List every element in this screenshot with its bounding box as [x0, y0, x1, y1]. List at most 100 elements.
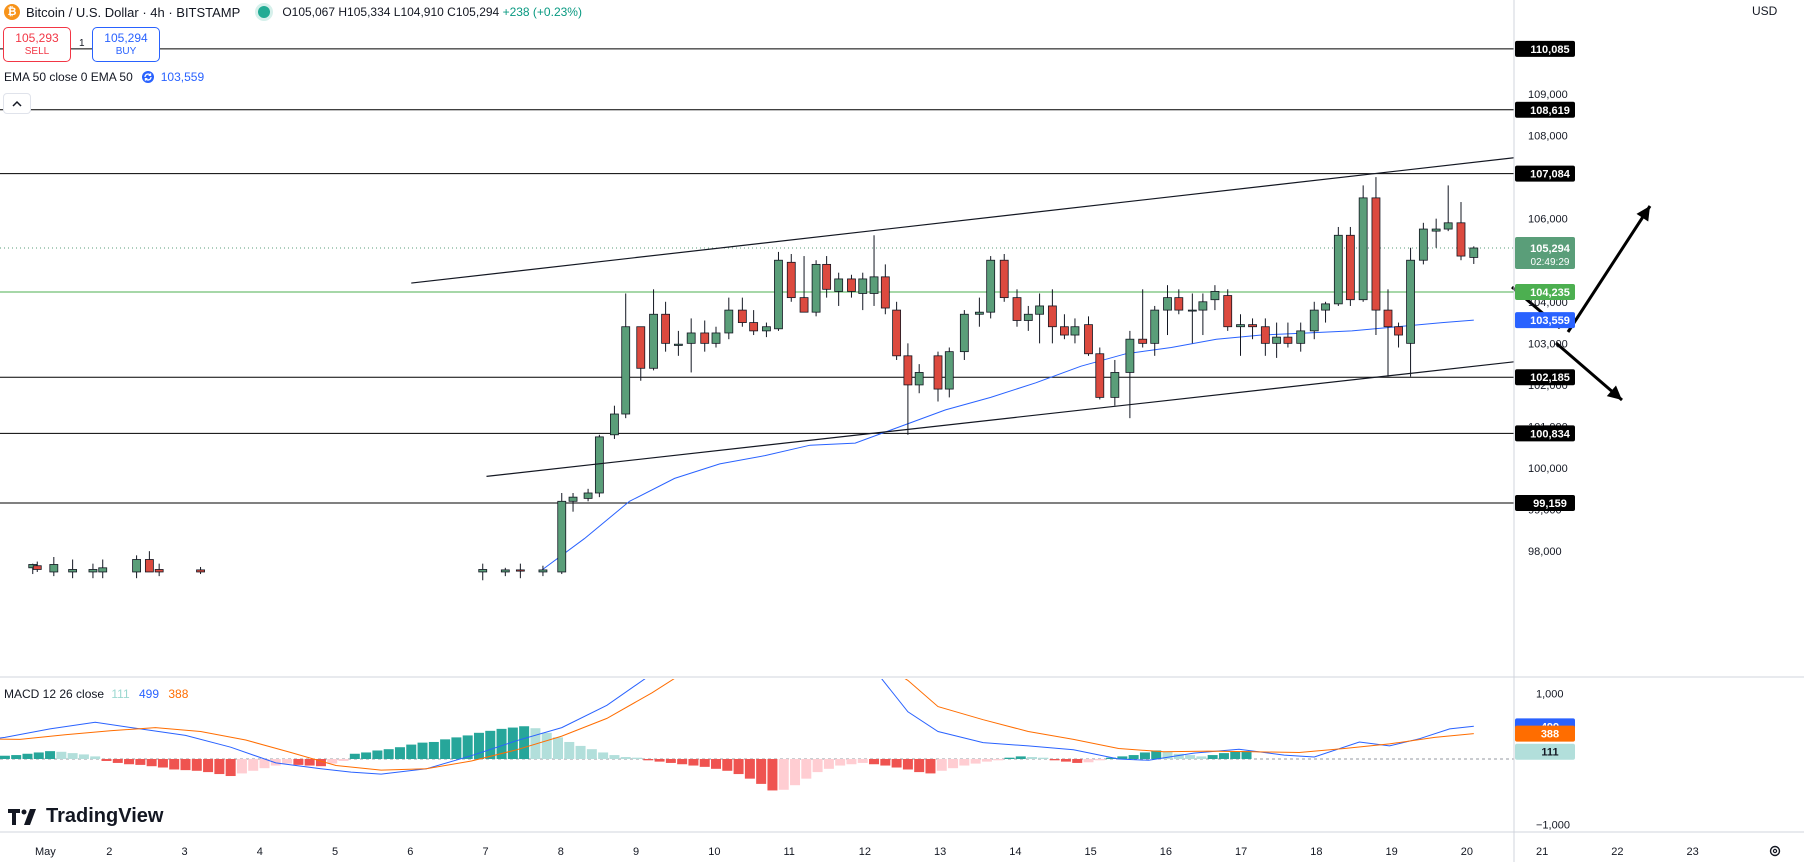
macd-hist-bar: [0, 755, 10, 759]
channel-lower-line: [486, 361, 1514, 477]
candle-body: [568, 496, 578, 502]
sell-label: SELL: [24, 46, 50, 57]
macd-hist-bar: [169, 759, 180, 770]
candle-body: [914, 372, 924, 386]
level-badge-bg: [1515, 165, 1575, 182]
macd-hist-bar: [598, 752, 609, 759]
macd-hist-bar: [361, 752, 372, 759]
level-badge: 100,834: [1515, 425, 1575, 442]
candle-body: [1394, 326, 1403, 336]
support-badge: 104,235: [1515, 284, 1575, 301]
macd-hist-bar: [902, 759, 913, 770]
macd-hist-bar: [575, 745, 586, 759]
macd-hist-bar: [609, 755, 620, 759]
candle-body: [636, 326, 646, 369]
candle-body: [1163, 297, 1172, 311]
macd-hist-bar: [711, 759, 722, 769]
macd-hist-bar: [552, 737, 563, 759]
gear-icon[interactable]: [1768, 844, 1782, 858]
candle-body: [822, 263, 832, 290]
time-tick-label: 19: [1386, 846, 1398, 858]
level-badge-text: 102,185: [1530, 372, 1570, 384]
time-tick-label: 18: [1310, 846, 1322, 858]
candle-body: [557, 500, 567, 573]
macd-legend[interactable]: MACD 12 26 close 111 499 388: [4, 687, 188, 701]
time-tick-label: 6: [407, 846, 413, 858]
candle-body: [154, 569, 164, 573]
macd-legend-signal: 388: [168, 687, 189, 701]
macd-legend-label: MACD 12 26 close: [4, 687, 105, 701]
macd-hist-bar: [722, 759, 733, 771]
level-badge-text: 108,619: [1530, 105, 1570, 117]
collapse-legend-button[interactable]: [3, 93, 31, 114]
candle-body: [538, 569, 548, 573]
macd-hist-bar: [349, 753, 360, 759]
candle-body: [959, 313, 969, 353]
candle-body: [944, 351, 954, 390]
buy-label: BUY: [115, 46, 137, 57]
bitcoin-icon: ₿: [4, 4, 20, 20]
macd-hist-bar: [1038, 757, 1049, 759]
level-badge-text: 110,085: [1530, 44, 1569, 56]
level-badge-bg: [1515, 425, 1575, 442]
macd-hist-bar: [541, 732, 552, 759]
macd-hist-bar: [45, 751, 56, 759]
macd-hist-bar: [1072, 759, 1083, 763]
tradingview-logo[interactable]: TradingView: [8, 805, 163, 828]
macd-hist-bar: [180, 759, 191, 771]
candle-body: [1210, 290, 1220, 301]
price-tick-label: 103,000: [1528, 338, 1568, 350]
macd-hist-bar: [33, 752, 44, 759]
projection-arrow-shaft: [1555, 341, 1623, 402]
ema-legend[interactable]: EMA 50 close 0 EMA 50 103,559: [4, 70, 204, 84]
market-status-icon[interactable]: [258, 6, 271, 18]
candle-body: [1023, 313, 1033, 321]
macd-hist-bar: [733, 759, 744, 775]
time-tick-label: 12: [859, 846, 871, 858]
candle-body: [1095, 353, 1105, 398]
price-pane-lines: [0, 48, 1514, 504]
countdown-text: 02:49:29: [1531, 257, 1570, 268]
candle-body: [478, 569, 488, 573]
macd-hist-bar: [812, 759, 823, 773]
macd-hist-bar: [981, 759, 992, 762]
time-tick-label: 23: [1687, 846, 1699, 858]
candles-layer: [28, 177, 1479, 581]
candle-body: [686, 332, 696, 344]
macd-hist-bar: [665, 759, 676, 763]
macd-hist-bar: [586, 749, 597, 759]
macd-hist-bar: [1173, 753, 1184, 759]
buy-button[interactable]: 105,294 BUY: [92, 27, 160, 62]
candle-body: [847, 278, 856, 292]
symbol-title[interactable]: Bitcoin / U.S. Dollar · 4h · BITSTAMP: [26, 4, 241, 20]
current-price-badge: 105,294 02:49:29: [1515, 237, 1575, 269]
currency-selector[interactable]: USD: [1752, 4, 1777, 18]
time-tick-label: 8: [558, 846, 564, 858]
macd-hist-bar: [1241, 751, 1252, 759]
macd-hist-bar: [327, 759, 338, 764]
candle-body: [892, 309, 902, 357]
macd-hist-bar: [891, 759, 902, 768]
macd-hist-bar: [112, 759, 123, 763]
macd-hist-bar: [270, 759, 281, 766]
macd-hist-bar: [1094, 759, 1105, 761]
macd-hist-bar: [699, 759, 710, 767]
candle-body: [1047, 305, 1057, 328]
candle-body: [700, 332, 710, 344]
level-badge-bg: [1515, 495, 1575, 512]
macd-hist-bar: [936, 759, 947, 771]
macd-hist-bar: [22, 753, 33, 759]
macd-pane: [0, 679, 1514, 791]
candle-body: [1406, 259, 1415, 344]
macd-hist-bar: [428, 741, 439, 759]
trendlines-layer: [411, 157, 1514, 477]
level-badge: 102,185: [1515, 369, 1575, 386]
macd-hist-bar: [304, 759, 315, 766]
macd-hist-bar: [1049, 759, 1060, 761]
macd-hist-bar: [101, 759, 112, 761]
sell-button[interactable]: 105,293 SELL: [3, 27, 71, 62]
ohlc-open: O105,067: [282, 5, 336, 19]
reload-icon[interactable]: [141, 70, 155, 84]
ohlc-low: L104,910: [393, 5, 444, 19]
